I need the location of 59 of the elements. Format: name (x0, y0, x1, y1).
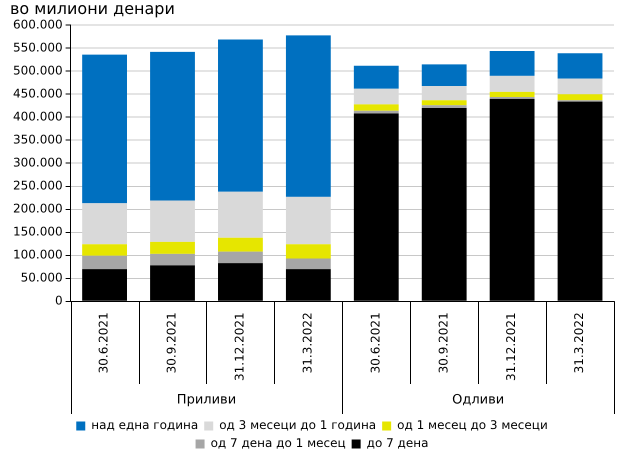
text: Приливи (176, 392, 236, 408)
y-tick-label: 450.000 (13, 86, 63, 100)
bar (558, 78, 602, 94)
y-tick-label: 250.000 (13, 178, 63, 192)
bar (558, 94, 602, 100)
y-tick-label: 100.000 (13, 247, 63, 262)
y-tick-label: 350.000 (13, 132, 63, 146)
y-tick-label: 50.000 (20, 270, 63, 284)
bar (82, 203, 127, 244)
y-tick-label: 400.000 (13, 109, 63, 124)
bar (218, 252, 263, 264)
bar (150, 242, 195, 254)
x-tick-label: 30.9.2021 (164, 312, 179, 374)
bar (490, 92, 535, 97)
bar (354, 110, 399, 114)
bar (490, 76, 535, 92)
chart-title: во милиони денари (10, 0, 175, 18)
x-tick-label: 31.3.2022 (572, 312, 586, 374)
bar (354, 88, 399, 104)
bar (354, 66, 399, 89)
y-tick-label: 200.000 (13, 201, 63, 216)
x-tick-label: 30.6.2021 (368, 312, 382, 374)
y-tick-label: 150.000 (13, 224, 63, 238)
x-tick-label: 31.12.2021 (232, 312, 247, 382)
bar (354, 104, 399, 111)
legend-label: над една година (91, 418, 198, 432)
bar (422, 64, 467, 86)
x-tick-label: 31.3.2022 (300, 312, 314, 374)
bar (218, 192, 263, 238)
y-tick-label: 500.000 (13, 63, 63, 78)
y-tick-label: 0 (54, 293, 63, 308)
bar (82, 54, 127, 204)
legend-label: од 7 дена до 1 месец (210, 436, 346, 450)
x-tick-label: 30.6.2021 (96, 312, 111, 374)
x-tick-label: 30.9.2021 (436, 312, 450, 374)
bar (286, 258, 331, 270)
legend-label: од 3 месеци до 1 година (219, 418, 376, 432)
legend-label: до 7 дена (366, 436, 428, 450)
text: Одливи (452, 392, 504, 408)
bar (286, 35, 331, 197)
bar (422, 100, 467, 106)
y-tick-label: 550.000 (13, 40, 63, 54)
bar (218, 238, 263, 252)
bar (286, 244, 331, 258)
bar (286, 196, 331, 244)
y-tick-label: 300.000 (13, 155, 63, 170)
bar (82, 256, 127, 270)
bar (422, 86, 467, 100)
bar (150, 254, 195, 266)
y-tick-label: 600.000 (13, 17, 63, 32)
bar (218, 39, 263, 192)
bar (558, 53, 602, 79)
bar (150, 200, 195, 242)
bar (150, 52, 195, 201)
bar (422, 105, 467, 108)
bar (82, 244, 127, 256)
bar (490, 50, 535, 76)
legend-label: од 1 месец до 3 месеци (397, 418, 548, 432)
x-tick-label: 31.12.2021 (504, 312, 518, 382)
